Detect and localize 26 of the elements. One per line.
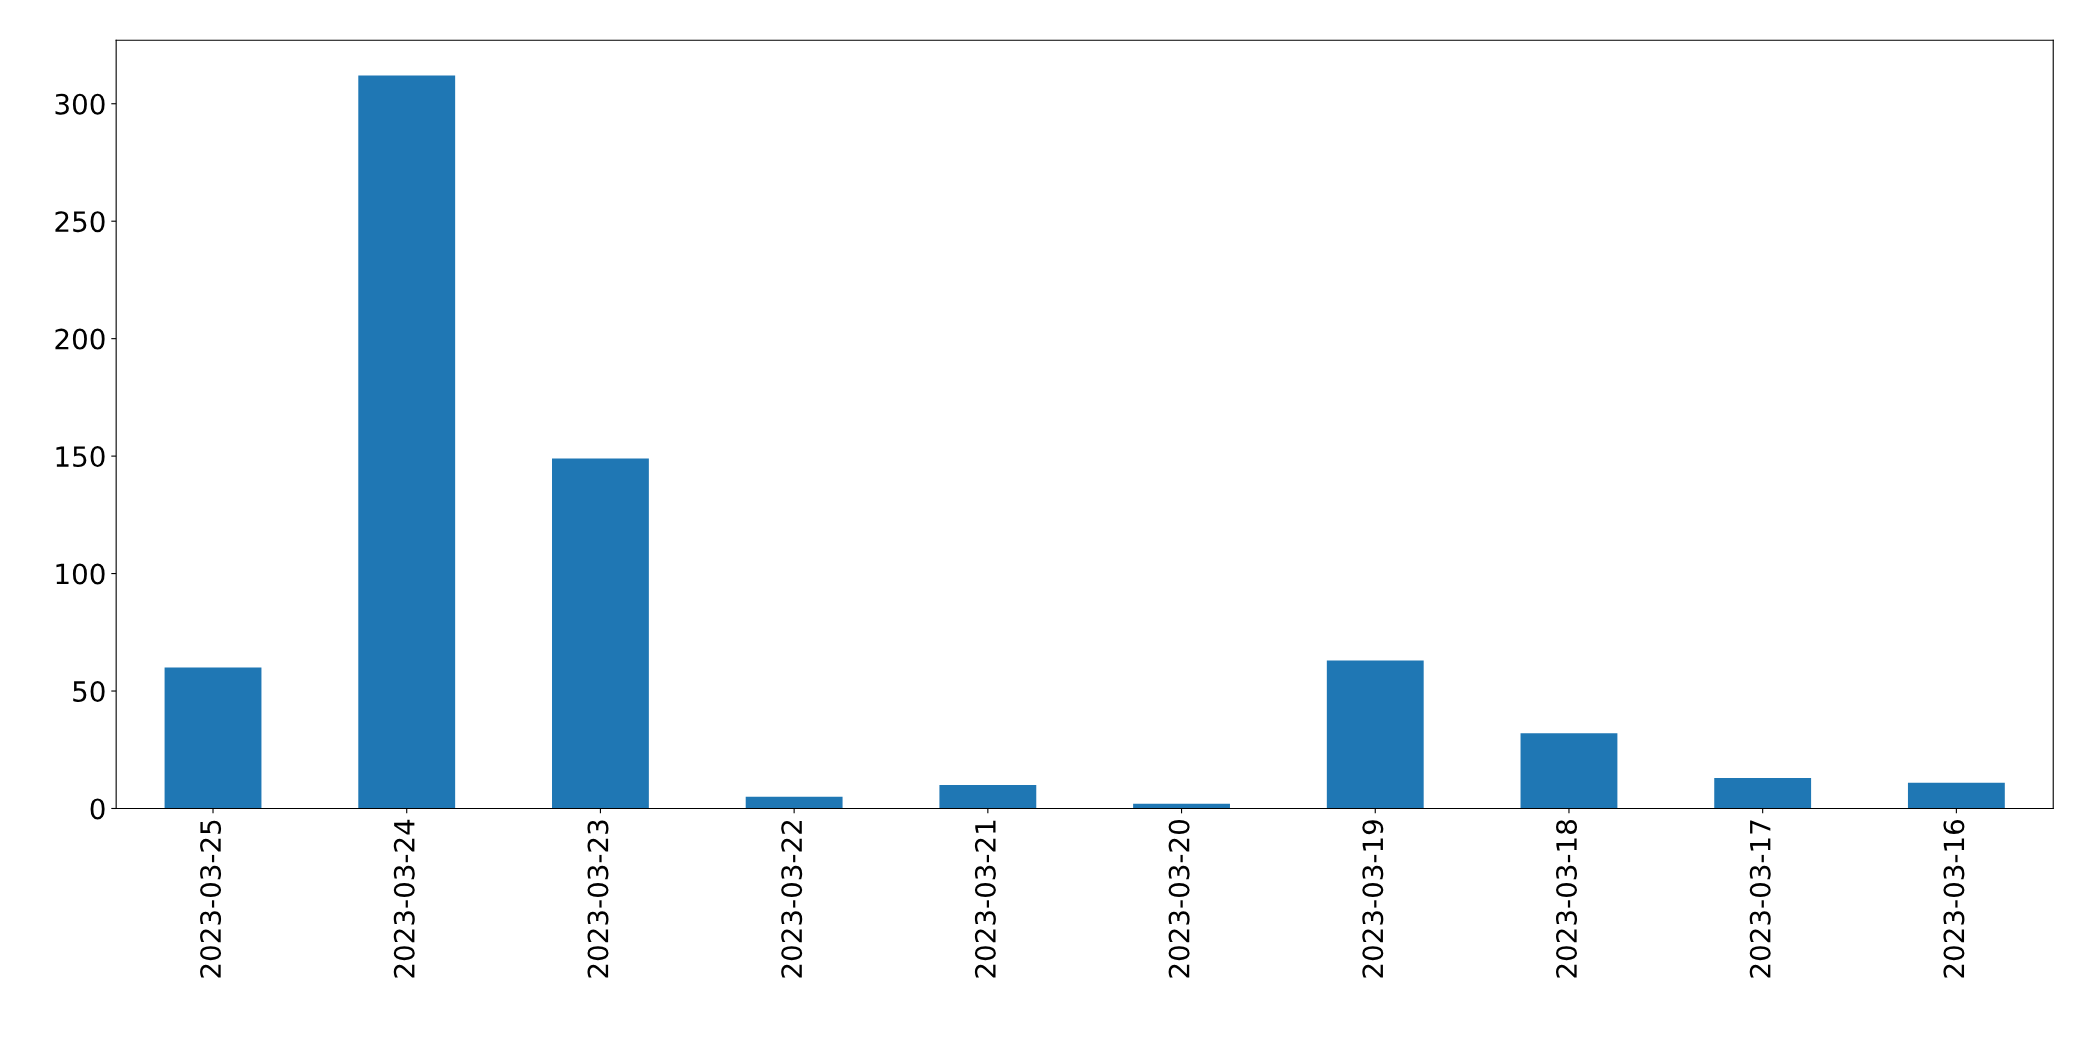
bar [552, 458, 649, 809]
y-tick-label: 0 [90, 798, 105, 820]
y-tick-label: 250 [55, 211, 105, 233]
x-tick-label: 2023-03-22 [781, 820, 803, 978]
x-tick-label: 2023-03-21 [974, 820, 996, 978]
x-tick-label: 2023-03-16 [1943, 819, 1965, 978]
x-tick-label: 2023-03-23 [587, 820, 609, 978]
x-tick-label: 2023-03-19 [1362, 820, 1384, 978]
x-tick-label: 2023-03-18 [1556, 820, 1578, 978]
bar [164, 667, 262, 809]
x-tick-label: 2023-03-20 [1168, 820, 1190, 978]
bar [358, 75, 456, 809]
y-tick-label: 300 [55, 93, 105, 115]
bar [1520, 733, 1618, 809]
x-tick-label: 2023-03-24 [393, 819, 415, 978]
y-tick-label: 200 [55, 328, 105, 350]
bar [1907, 782, 2005, 809]
y-tick-label: 150 [56, 446, 105, 468]
y-tick-label: 100 [56, 563, 105, 585]
x-tick-label: 2023-03-25 [200, 820, 222, 978]
y-tick-label: 50 [73, 680, 105, 702]
x-tick-label: 2023-03-17 [1749, 820, 1771, 978]
bar [939, 784, 1037, 809]
bar [1714, 777, 1812, 809]
bar [745, 796, 843, 809]
bar [1326, 660, 1424, 809]
